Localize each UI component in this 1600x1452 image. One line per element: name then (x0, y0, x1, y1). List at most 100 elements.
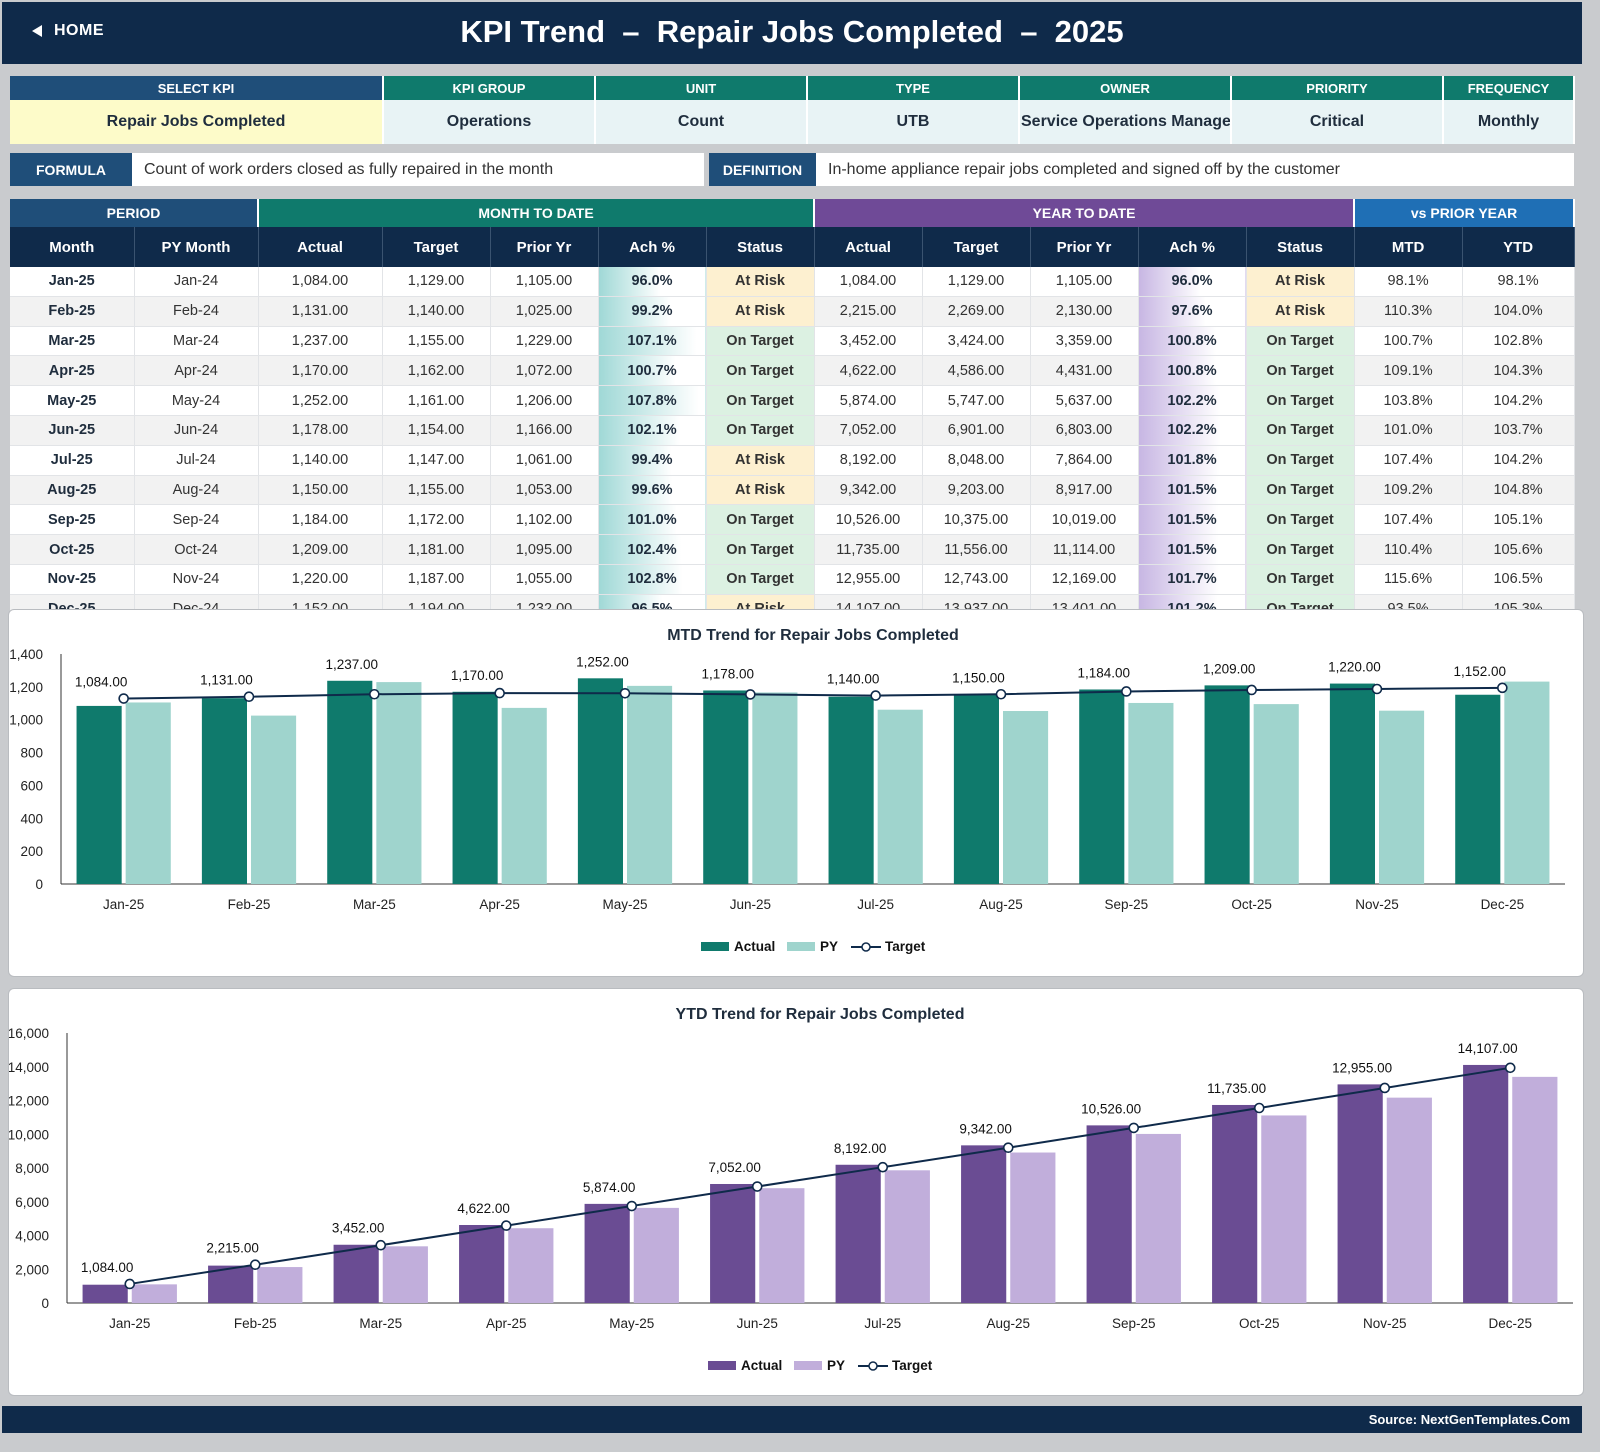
target-line (123, 686, 1503, 700)
table-cell: 107.1% (598, 326, 707, 357)
table-cell: Jul-24 (134, 445, 259, 476)
table-cell: 107.4% (1354, 445, 1463, 476)
data-label: 8,192.00 (834, 1141, 887, 1156)
table-cell: On Target (1246, 475, 1355, 506)
table-cell: Mar-25 (10, 326, 135, 357)
table-cell: 11,114.00 (1030, 534, 1139, 565)
bar-actual (1212, 1104, 1258, 1303)
table-cell: 105.6% (1462, 534, 1575, 565)
meta-header-2: UNIT (595, 76, 808, 100)
definition-text: In-home appliance repair jobs completed … (816, 153, 1574, 186)
table-cell: 1,229.00 (490, 326, 599, 357)
table-cell: 110.3% (1354, 296, 1463, 327)
table-cell: On Target (1246, 534, 1355, 565)
table-cell: 98.1% (1354, 267, 1463, 297)
bar-actual (208, 1265, 254, 1303)
target-point (995, 688, 1007, 700)
x-tick-label: Mar-25 (359, 1316, 402, 1331)
table-row: Nov-25 Nov-24 1,220.00 1,187.00 1,055.00 102.… (10, 564, 1575, 595)
table-cell: On Target (1246, 504, 1355, 536)
table-cell: 1,102.00 (490, 504, 599, 536)
table-cell: 101.0% (1354, 415, 1463, 446)
table-cell: Jul-25 (10, 445, 135, 476)
legend-swatch-target-marker (868, 1361, 878, 1371)
table-cell: 1,237.00 (258, 326, 383, 357)
table-cell: 1,140.00 (258, 445, 383, 476)
table-cell: 1,187.00 (382, 564, 491, 595)
table-cell: 1,147.00 (382, 445, 491, 476)
data-label: 14,107.00 (1458, 1041, 1518, 1056)
x-tick-label: Feb-25 (228, 897, 271, 912)
table-cell: 101.0% (598, 504, 707, 536)
table-cell: 1,155.00 (382, 326, 491, 357)
target-point (626, 1200, 638, 1212)
data-label: 1,140.00 (827, 672, 880, 687)
table-cell: 102.8% (1462, 326, 1575, 357)
y-tick-label: 0 (35, 877, 43, 892)
table-cell: 106.5% (1462, 564, 1575, 595)
table-row: Apr-25 Apr-24 1,170.00 1,162.00 1,072.00 100.… (10, 355, 1575, 387)
x-tick-label: Oct-25 (1239, 1316, 1280, 1331)
table-cell: On Target (1246, 326, 1355, 357)
x-tick-label: Aug-25 (986, 1316, 1030, 1331)
target-point (619, 687, 631, 699)
table-row: Aug-25 Aug-24 1,150.00 1,155.00 1,053.00 99.6… (10, 475, 1575, 506)
x-tick-label: Jan-25 (109, 1316, 150, 1331)
table-cell: 1,131.00 (258, 296, 383, 327)
data-label: 1,184.00 (1077, 665, 1130, 680)
legend-swatch-target-marker (861, 942, 871, 952)
column-header-2: Actual (258, 227, 383, 267)
back-arrow-icon (32, 25, 42, 37)
column-header-3: Target (382, 227, 491, 267)
table-row: Mar-25 Mar-24 1,237.00 1,155.00 1,229.00 107.… (10, 326, 1575, 357)
bar-py (251, 715, 297, 884)
data-label: 7,052.00 (708, 1160, 761, 1175)
bar-py (1379, 710, 1425, 884)
kpi-trend-table: PERIOD MONTH TO DATE YEAR TO DATE vs PRI… (10, 199, 1576, 625)
table-cell: 99.6% (598, 475, 707, 506)
bar-py (752, 692, 798, 884)
x-tick-label: Jun-25 (737, 1316, 778, 1331)
table-cell: 101.5% (1138, 534, 1247, 565)
target-point (124, 1278, 136, 1290)
table-cell: 1,209.00 (258, 534, 383, 565)
target-point (118, 693, 129, 704)
target-point (249, 1259, 261, 1271)
legend-swatch-py (794, 1361, 822, 1370)
x-tick-label: Jul-25 (857, 897, 894, 912)
meta-header-1: KPI GROUP (383, 76, 596, 100)
table-cell: Apr-24 (134, 355, 259, 387)
formula-row: FORMULA Count of work orders closed as f… (10, 153, 704, 186)
table-cell: 96.0% (598, 267, 707, 297)
table-cell: On Target (706, 504, 815, 536)
bar-actual (953, 695, 999, 884)
x-tick-label: Nov-25 (1355, 897, 1399, 912)
kpi-selector[interactable]: Repair Jobs Completed (10, 100, 384, 144)
table-cell: 103.7% (1462, 415, 1575, 446)
column-header-9: Prior Yr (1030, 227, 1139, 267)
table-row: Oct-25 Oct-24 1,209.00 1,181.00 1,095.00 102.… (10, 534, 1575, 565)
table-cell: 5,637.00 (1030, 385, 1139, 416)
home-button[interactable]: HOME (32, 22, 104, 40)
bar-actual (1204, 685, 1250, 884)
table-cell: On Target (1246, 415, 1355, 446)
bar-py (633, 1207, 679, 1303)
table-cell: 1,155.00 (382, 475, 491, 506)
table-cell: 10,019.00 (1030, 504, 1139, 536)
bar-actual (1337, 1084, 1383, 1303)
y-tick-label: 200 (20, 844, 43, 859)
target-point (1379, 1082, 1391, 1094)
table-cell: 3,452.00 (814, 326, 923, 357)
legend-swatch-actual (708, 1361, 736, 1370)
table-cell: 10,375.00 (922, 504, 1031, 536)
target-point (1497, 682, 1508, 694)
mtd-chart-panel: MTD Trend for Repair Jobs Completed 0 200 4… (8, 609, 1584, 977)
x-tick-label: Feb-25 (234, 1316, 277, 1331)
table-cell: 5,874.00 (814, 385, 923, 416)
bar-actual (327, 680, 373, 884)
table-cell: 101.7% (1138, 564, 1247, 595)
meta-value-4: Service Operations Manager (1019, 100, 1232, 144)
table-cell: 2,130.00 (1030, 296, 1139, 327)
table-cell: 109.1% (1354, 355, 1463, 387)
table-cell: On Target (1246, 564, 1355, 595)
